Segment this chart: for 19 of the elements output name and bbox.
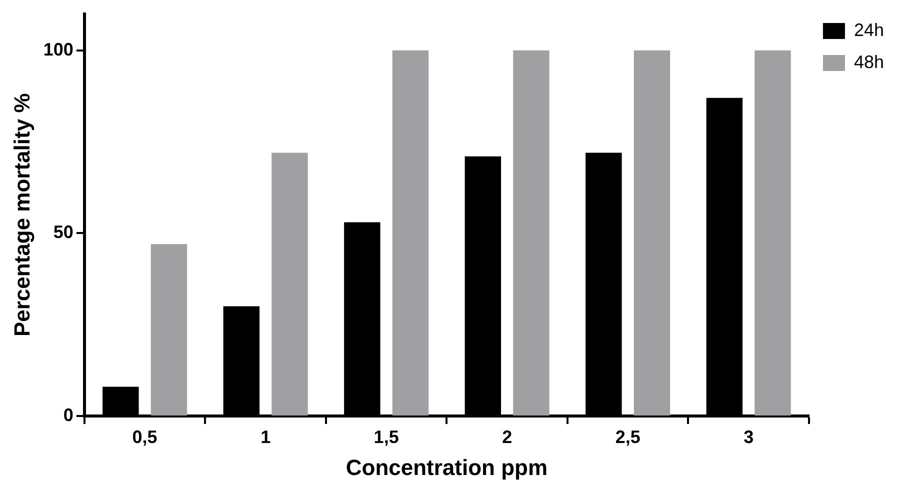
x-tick-label: 0,5 — [132, 426, 158, 447]
bar — [150, 244, 188, 416]
x-axis-title: Concentration ppm — [346, 454, 548, 480]
x-tick-label: 2 — [502, 426, 512, 447]
x-tick-label: 1 — [260, 426, 271, 447]
y-tick-label: 50 — [53, 222, 74, 242]
y-tick-label: 100 — [43, 39, 74, 60]
legend-label: 48h — [854, 52, 884, 72]
y-axis-title: Percentage mortality % — [9, 93, 34, 337]
x-tick-label: 1,5 — [374, 426, 399, 447]
y-tick-label: 0 — [63, 404, 74, 425]
x-tick-label: 2,5 — [615, 426, 640, 447]
bar — [513, 50, 550, 416]
bar — [754, 50, 791, 416]
legend-label: 24h — [854, 20, 884, 40]
bar — [392, 50, 429, 416]
bar — [272, 152, 308, 416]
bar — [634, 50, 670, 416]
x-tick-label: 3 — [744, 426, 754, 447]
